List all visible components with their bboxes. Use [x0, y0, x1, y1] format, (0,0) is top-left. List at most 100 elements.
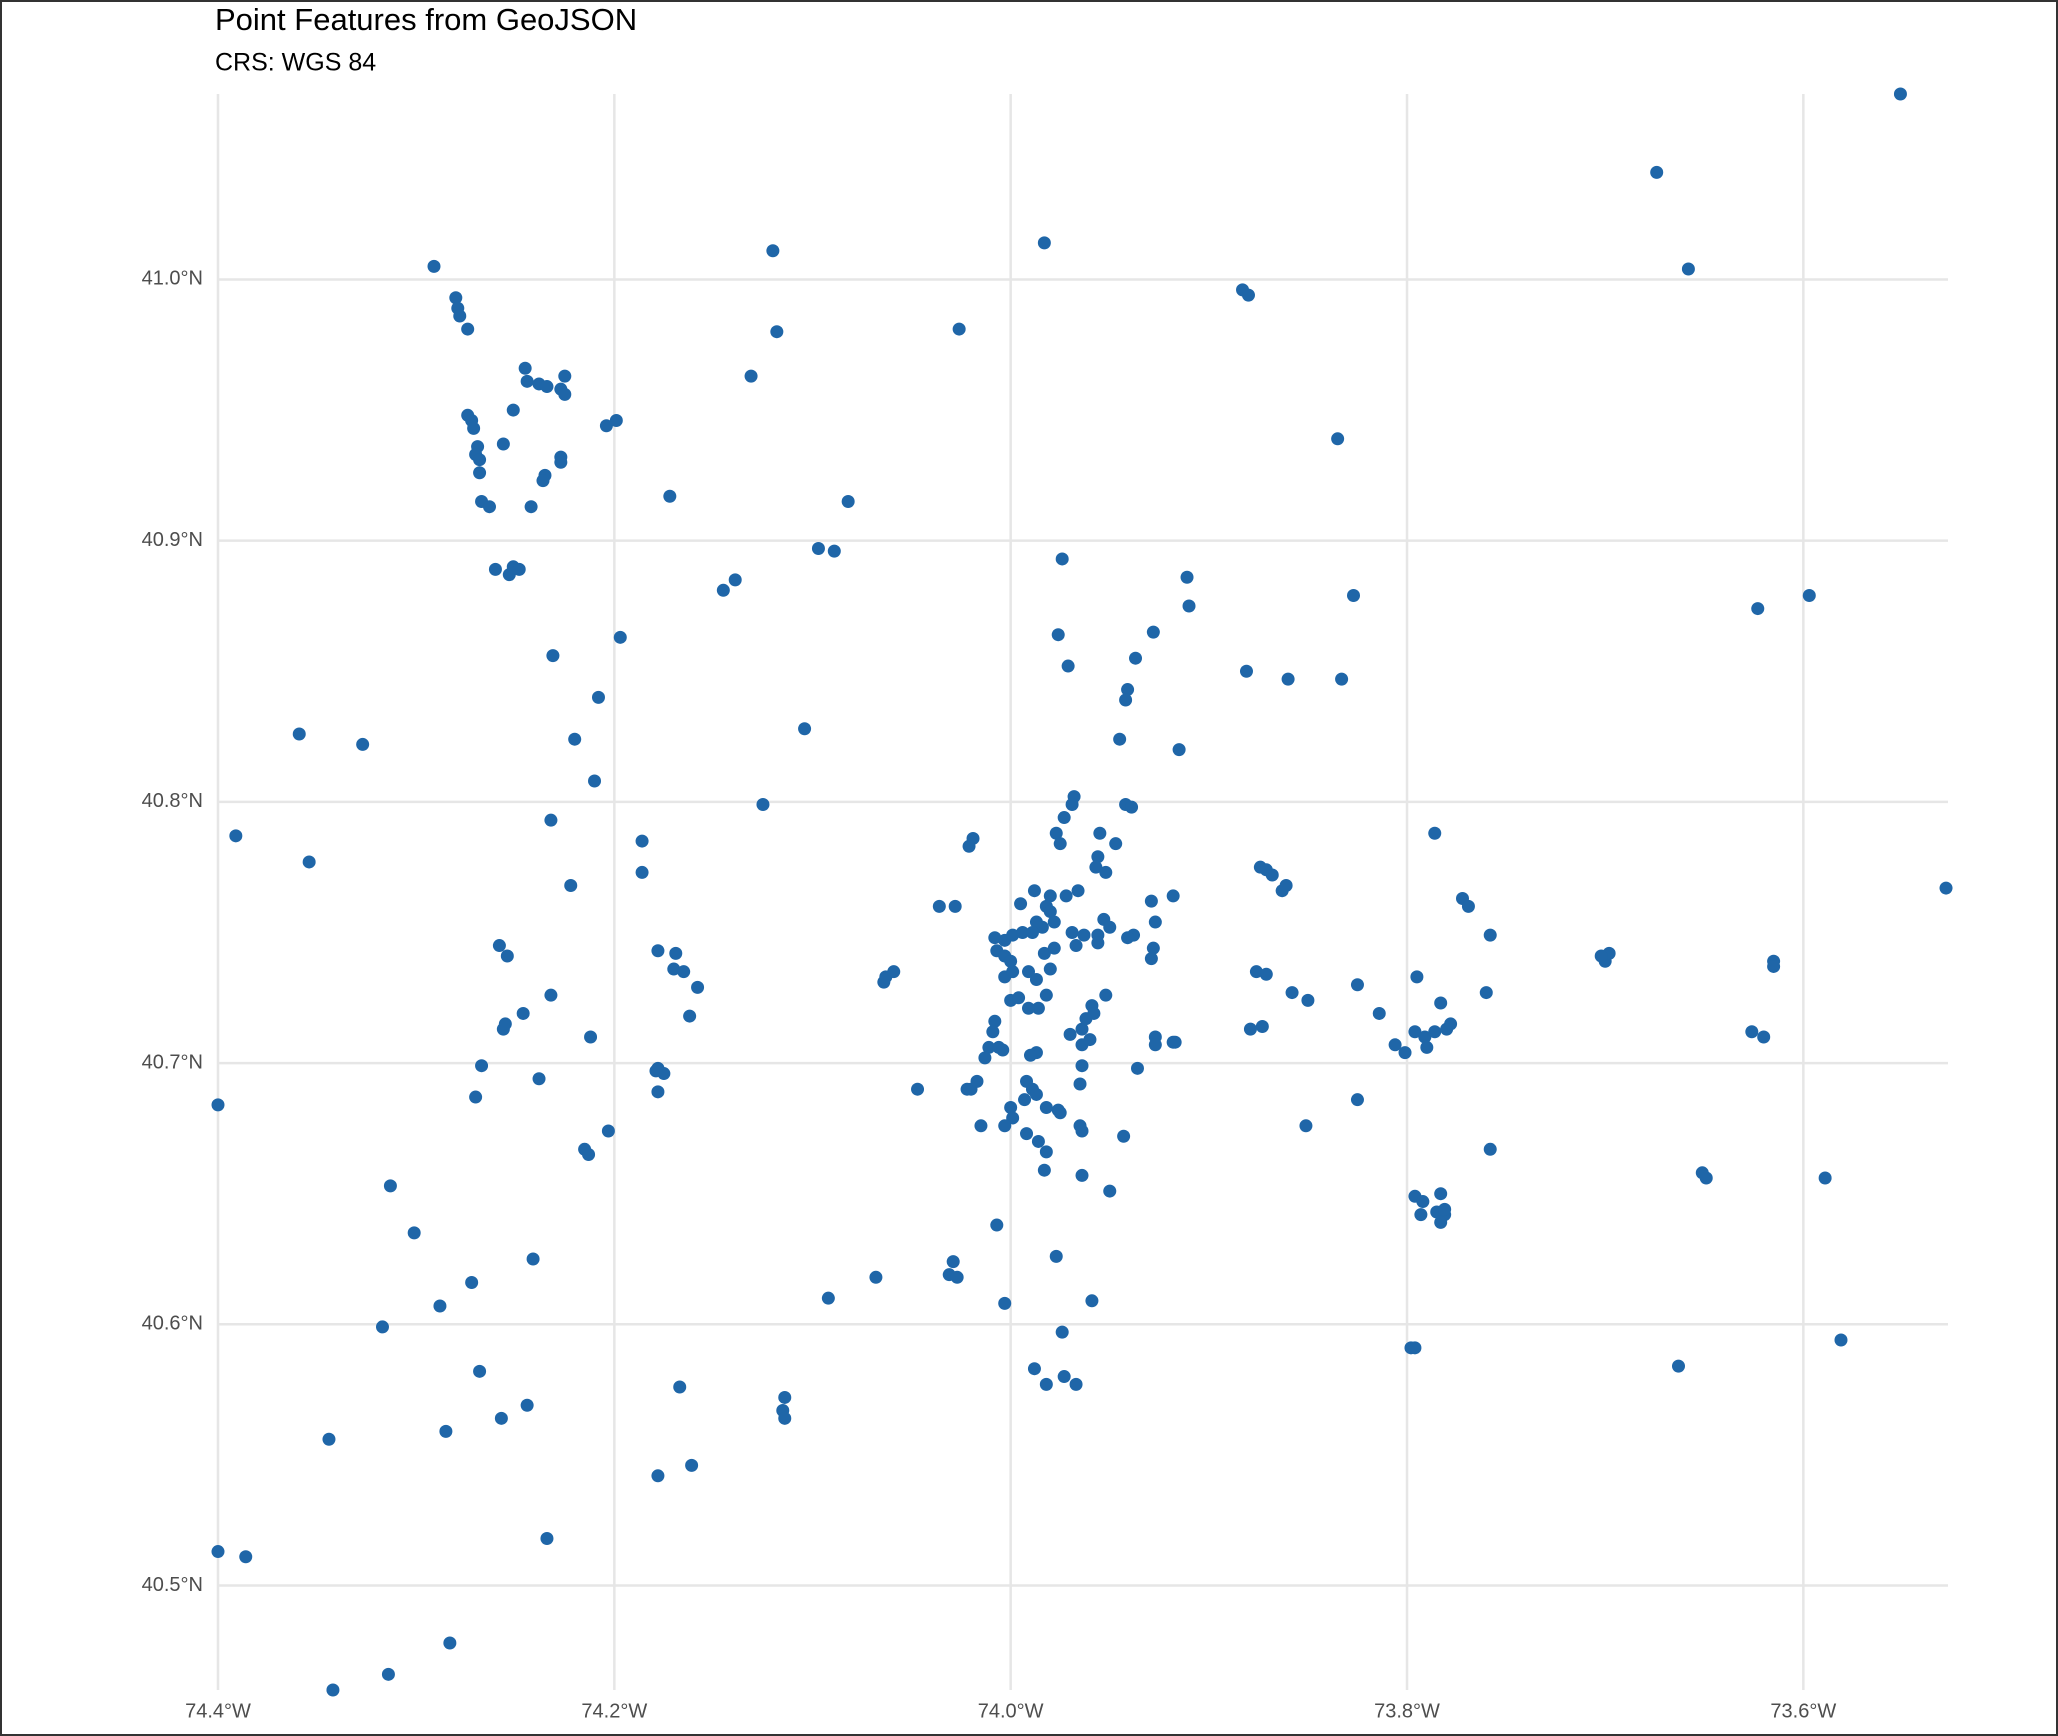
point — [1444, 1017, 1458, 1031]
point — [1650, 165, 1664, 179]
point — [496, 437, 510, 451]
point — [1331, 432, 1345, 446]
point — [1119, 693, 1133, 707]
point — [669, 946, 683, 960]
point — [744, 369, 758, 383]
points — [211, 87, 1953, 1697]
point — [988, 1014, 1002, 1028]
point — [520, 374, 534, 388]
point — [473, 466, 487, 480]
point — [1893, 87, 1907, 101]
point — [407, 1226, 421, 1240]
point — [1350, 978, 1364, 992]
point — [292, 727, 306, 741]
point — [635, 834, 649, 848]
point — [326, 1683, 340, 1697]
y-tick-label: 40.6°N — [142, 1313, 203, 1335]
point — [211, 1098, 225, 1112]
point — [996, 1043, 1010, 1057]
point — [500, 949, 514, 963]
point — [1255, 1020, 1269, 1034]
point — [1398, 1046, 1412, 1060]
point — [494, 1411, 508, 1425]
point — [952, 322, 966, 336]
point — [1479, 986, 1493, 1000]
x-tick-label: 73.8°W — [1374, 1700, 1440, 1722]
point — [1279, 878, 1293, 892]
point — [461, 322, 475, 336]
point — [443, 1636, 457, 1650]
point — [1029, 973, 1043, 987]
point — [488, 562, 502, 576]
point — [1083, 1033, 1097, 1047]
x-tick-label: 74.4°W — [185, 1700, 251, 1722]
point — [1075, 1059, 1089, 1073]
point — [322, 1432, 336, 1446]
point — [1006, 1111, 1020, 1125]
point — [469, 1090, 483, 1104]
point — [427, 259, 441, 273]
point — [1061, 659, 1075, 673]
point — [1049, 1249, 1063, 1263]
point — [1055, 1325, 1069, 1339]
point — [1047, 915, 1061, 929]
point — [635, 865, 649, 879]
point — [948, 899, 962, 913]
chart-subtitle: CRS: WGS 84 — [215, 49, 376, 77]
point — [558, 387, 572, 401]
point — [1091, 936, 1105, 950]
point — [778, 1411, 792, 1425]
point — [988, 931, 1002, 945]
point — [651, 944, 665, 958]
point — [756, 797, 770, 811]
point — [1113, 732, 1127, 746]
point — [554, 455, 568, 469]
point — [932, 899, 946, 913]
point — [1818, 1171, 1832, 1185]
point — [1075, 1168, 1089, 1182]
point — [1043, 889, 1057, 903]
point — [1146, 941, 1160, 955]
point — [1241, 288, 1255, 302]
point — [582, 1148, 596, 1162]
point — [492, 939, 506, 953]
point — [1099, 865, 1113, 879]
point — [651, 1085, 665, 1099]
point — [1037, 1163, 1051, 1177]
point — [1065, 925, 1079, 939]
point — [1939, 881, 1953, 895]
point — [1051, 1103, 1065, 1117]
point — [1182, 599, 1196, 613]
point — [1428, 826, 1442, 840]
grid — [216, 94, 1948, 1690]
point — [613, 630, 627, 644]
point — [1767, 959, 1781, 973]
point — [766, 244, 780, 258]
point — [1745, 1025, 1759, 1039]
point — [1414, 1208, 1428, 1222]
point — [1243, 1022, 1257, 1036]
point — [1027, 884, 1041, 898]
point — [887, 965, 901, 979]
point — [946, 1255, 960, 1269]
point — [506, 403, 520, 417]
point — [1006, 928, 1020, 942]
point — [1047, 941, 1061, 955]
point — [1802, 589, 1816, 603]
point — [1037, 946, 1051, 960]
point — [1350, 1093, 1364, 1107]
point — [1428, 1025, 1442, 1039]
point — [978, 1051, 992, 1065]
point — [1281, 672, 1295, 686]
point — [1075, 1124, 1089, 1138]
point — [1148, 915, 1162, 929]
point — [520, 1398, 534, 1412]
point — [1172, 743, 1186, 757]
point — [1410, 970, 1424, 984]
point — [564, 878, 578, 892]
point — [1144, 894, 1158, 908]
point — [1265, 868, 1279, 882]
point — [518, 361, 532, 375]
point — [1016, 925, 1030, 939]
